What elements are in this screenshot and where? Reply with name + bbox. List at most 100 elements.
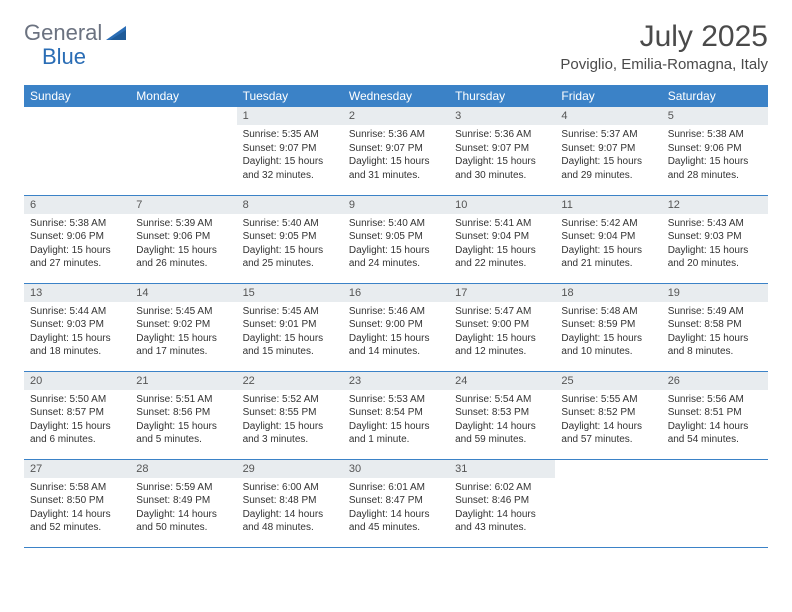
day-number: 27 xyxy=(24,460,130,478)
day-number: 19 xyxy=(662,284,768,302)
day-details: Sunrise: 5:45 AMSunset: 9:02 PMDaylight:… xyxy=(130,302,236,365)
day-number: 23 xyxy=(343,372,449,390)
day-cell: 2Sunrise: 5:36 AMSunset: 9:07 PMDaylight… xyxy=(343,107,449,195)
weekday-header: Saturday xyxy=(662,85,768,107)
day-cell: 10Sunrise: 5:41 AMSunset: 9:04 PMDayligh… xyxy=(449,195,555,283)
calendar-row: 13Sunrise: 5:44 AMSunset: 9:03 PMDayligh… xyxy=(24,283,768,371)
day-details: Sunrise: 5:44 AMSunset: 9:03 PMDaylight:… xyxy=(24,302,130,365)
day-cell xyxy=(24,107,130,195)
day-details: Sunrise: 5:40 AMSunset: 9:05 PMDaylight:… xyxy=(343,214,449,277)
calendar-row: 27Sunrise: 5:58 AMSunset: 8:50 PMDayligh… xyxy=(24,459,768,547)
day-number: 15 xyxy=(237,284,343,302)
day-cell: 11Sunrise: 5:42 AMSunset: 9:04 PMDayligh… xyxy=(555,195,661,283)
day-cell: 5Sunrise: 5:38 AMSunset: 9:06 PMDaylight… xyxy=(662,107,768,195)
day-details: Sunrise: 6:00 AMSunset: 8:48 PMDaylight:… xyxy=(237,478,343,541)
calendar-row: 1Sunrise: 5:35 AMSunset: 9:07 PMDaylight… xyxy=(24,107,768,195)
calendar-row: 20Sunrise: 5:50 AMSunset: 8:57 PMDayligh… xyxy=(24,371,768,459)
day-details: Sunrise: 5:56 AMSunset: 8:51 PMDaylight:… xyxy=(662,390,768,453)
day-details: Sunrise: 5:36 AMSunset: 9:07 PMDaylight:… xyxy=(449,125,555,188)
day-details: Sunrise: 5:58 AMSunset: 8:50 PMDaylight:… xyxy=(24,478,130,541)
header: General July 2025 Poviglio, Emilia-Romag… xyxy=(24,20,768,73)
day-cell: 27Sunrise: 5:58 AMSunset: 8:50 PMDayligh… xyxy=(24,459,130,547)
day-cell: 20Sunrise: 5:50 AMSunset: 8:57 PMDayligh… xyxy=(24,371,130,459)
day-cell: 26Sunrise: 5:56 AMSunset: 8:51 PMDayligh… xyxy=(662,371,768,459)
day-cell: 12Sunrise: 5:43 AMSunset: 9:03 PMDayligh… xyxy=(662,195,768,283)
day-number: 16 xyxy=(343,284,449,302)
day-number: 1 xyxy=(237,107,343,125)
weekday-header: Wednesday xyxy=(343,85,449,107)
day-details: Sunrise: 5:51 AMSunset: 8:56 PMDaylight:… xyxy=(130,390,236,453)
weekday-header-row: Sunday Monday Tuesday Wednesday Thursday… xyxy=(24,85,768,107)
day-details: Sunrise: 5:53 AMSunset: 8:54 PMDaylight:… xyxy=(343,390,449,453)
day-cell: 23Sunrise: 5:53 AMSunset: 8:54 PMDayligh… xyxy=(343,371,449,459)
day-details: Sunrise: 5:52 AMSunset: 8:55 PMDaylight:… xyxy=(237,390,343,453)
day-number: 17 xyxy=(449,284,555,302)
day-details: Sunrise: 5:43 AMSunset: 9:03 PMDaylight:… xyxy=(662,214,768,277)
calendar-table: Sunday Monday Tuesday Wednesday Thursday… xyxy=(24,85,768,548)
logo-text-blue: Blue xyxy=(42,44,86,70)
day-details: Sunrise: 5:46 AMSunset: 9:00 PMDaylight:… xyxy=(343,302,449,365)
day-number: 28 xyxy=(130,460,236,478)
day-details: Sunrise: 5:59 AMSunset: 8:49 PMDaylight:… xyxy=(130,478,236,541)
day-number: 9 xyxy=(343,196,449,214)
day-number: 5 xyxy=(662,107,768,125)
day-cell: 13Sunrise: 5:44 AMSunset: 9:03 PMDayligh… xyxy=(24,283,130,371)
day-cell: 25Sunrise: 5:55 AMSunset: 8:52 PMDayligh… xyxy=(555,371,661,459)
day-details: Sunrise: 5:45 AMSunset: 9:01 PMDaylight:… xyxy=(237,302,343,365)
day-cell: 24Sunrise: 5:54 AMSunset: 8:53 PMDayligh… xyxy=(449,371,555,459)
day-number: 11 xyxy=(555,196,661,214)
day-number: 31 xyxy=(449,460,555,478)
logo-triangle-icon xyxy=(106,24,126,45)
day-details: Sunrise: 5:37 AMSunset: 9:07 PMDaylight:… xyxy=(555,125,661,188)
day-details: Sunrise: 5:47 AMSunset: 9:00 PMDaylight:… xyxy=(449,302,555,365)
day-details: Sunrise: 5:40 AMSunset: 9:05 PMDaylight:… xyxy=(237,214,343,277)
day-number: 4 xyxy=(555,107,661,125)
day-number: 25 xyxy=(555,372,661,390)
day-number: 30 xyxy=(343,460,449,478)
day-cell: 9Sunrise: 5:40 AMSunset: 9:05 PMDaylight… xyxy=(343,195,449,283)
day-cell: 1Sunrise: 5:35 AMSunset: 9:07 PMDaylight… xyxy=(237,107,343,195)
day-number: 8 xyxy=(237,196,343,214)
day-cell: 16Sunrise: 5:46 AMSunset: 9:00 PMDayligh… xyxy=(343,283,449,371)
day-details: Sunrise: 6:01 AMSunset: 8:47 PMDaylight:… xyxy=(343,478,449,541)
weekday-header: Tuesday xyxy=(237,85,343,107)
location-text: Poviglio, Emilia-Romagna, Italy xyxy=(560,56,768,73)
day-number: 26 xyxy=(662,372,768,390)
day-cell: 6Sunrise: 5:38 AMSunset: 9:06 PMDaylight… xyxy=(24,195,130,283)
day-details: Sunrise: 5:48 AMSunset: 8:59 PMDaylight:… xyxy=(555,302,661,365)
day-cell: 15Sunrise: 5:45 AMSunset: 9:01 PMDayligh… xyxy=(237,283,343,371)
month-year-title: July 2025 xyxy=(560,20,768,54)
weekday-header: Friday xyxy=(555,85,661,107)
day-number: 24 xyxy=(449,372,555,390)
logo-text-general: General xyxy=(24,20,102,46)
day-number: 22 xyxy=(237,372,343,390)
day-cell xyxy=(130,107,236,195)
day-cell: 31Sunrise: 6:02 AMSunset: 8:46 PMDayligh… xyxy=(449,459,555,547)
day-cell: 17Sunrise: 5:47 AMSunset: 9:00 PMDayligh… xyxy=(449,283,555,371)
day-number: 18 xyxy=(555,284,661,302)
weekday-header: Thursday xyxy=(449,85,555,107)
day-cell: 19Sunrise: 5:49 AMSunset: 8:58 PMDayligh… xyxy=(662,283,768,371)
day-number: 13 xyxy=(24,284,130,302)
day-number: 7 xyxy=(130,196,236,214)
day-number: 6 xyxy=(24,196,130,214)
day-number: 10 xyxy=(449,196,555,214)
day-number: 29 xyxy=(237,460,343,478)
day-cell xyxy=(662,459,768,547)
day-details: Sunrise: 5:39 AMSunset: 9:06 PMDaylight:… xyxy=(130,214,236,277)
calendar-row: 6Sunrise: 5:38 AMSunset: 9:06 PMDaylight… xyxy=(24,195,768,283)
weekday-header: Sunday xyxy=(24,85,130,107)
day-details: Sunrise: 5:50 AMSunset: 8:57 PMDaylight:… xyxy=(24,390,130,453)
day-number: 2 xyxy=(343,107,449,125)
day-cell: 3Sunrise: 5:36 AMSunset: 9:07 PMDaylight… xyxy=(449,107,555,195)
day-cell: 14Sunrise: 5:45 AMSunset: 9:02 PMDayligh… xyxy=(130,283,236,371)
day-number: 20 xyxy=(24,372,130,390)
day-cell: 7Sunrise: 5:39 AMSunset: 9:06 PMDaylight… xyxy=(130,195,236,283)
day-cell: 30Sunrise: 6:01 AMSunset: 8:47 PMDayligh… xyxy=(343,459,449,547)
day-details: Sunrise: 5:41 AMSunset: 9:04 PMDaylight:… xyxy=(449,214,555,277)
day-number: 12 xyxy=(662,196,768,214)
day-cell xyxy=(555,459,661,547)
day-details: Sunrise: 5:35 AMSunset: 9:07 PMDaylight:… xyxy=(237,125,343,188)
day-cell: 29Sunrise: 6:00 AMSunset: 8:48 PMDayligh… xyxy=(237,459,343,547)
day-number: 3 xyxy=(449,107,555,125)
